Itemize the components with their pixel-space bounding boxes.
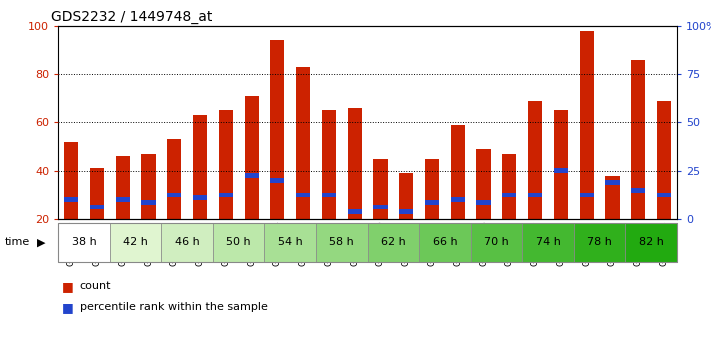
Text: 42 h: 42 h <box>123 237 148 247</box>
Text: ▶: ▶ <box>37 237 46 247</box>
Bar <box>193 115 207 219</box>
Text: 78 h: 78 h <box>587 237 612 247</box>
Text: 66 h: 66 h <box>432 237 457 247</box>
Bar <box>245 96 259 219</box>
Bar <box>657 101 671 219</box>
Bar <box>476 149 491 219</box>
Bar <box>425 200 439 205</box>
Text: 38 h: 38 h <box>72 237 97 247</box>
Bar <box>116 156 130 219</box>
Bar <box>116 197 130 202</box>
Bar <box>476 200 491 205</box>
Bar <box>141 154 156 219</box>
Bar <box>451 125 465 219</box>
Bar <box>399 209 413 214</box>
Bar <box>502 154 516 219</box>
Bar <box>64 142 78 219</box>
Bar <box>64 197 78 202</box>
Bar <box>451 197 465 202</box>
Bar <box>296 67 310 219</box>
Text: 46 h: 46 h <box>175 237 200 247</box>
Text: 54 h: 54 h <box>278 237 303 247</box>
Bar <box>316 223 368 262</box>
Bar <box>348 108 362 219</box>
Bar <box>322 110 336 219</box>
Bar <box>528 101 542 219</box>
Text: time: time <box>5 237 31 247</box>
Bar <box>245 173 259 178</box>
Text: ■: ■ <box>62 300 74 314</box>
Bar <box>425 159 439 219</box>
Bar <box>373 159 387 219</box>
Text: 70 h: 70 h <box>484 237 509 247</box>
Bar <box>626 223 677 262</box>
Text: 82 h: 82 h <box>638 237 663 247</box>
Bar <box>368 223 419 262</box>
Bar <box>631 60 646 219</box>
Bar <box>58 223 109 262</box>
Bar <box>554 168 568 173</box>
Text: 58 h: 58 h <box>329 237 354 247</box>
Text: 50 h: 50 h <box>226 237 251 247</box>
Bar <box>193 195 207 200</box>
Bar <box>296 193 310 197</box>
Bar <box>167 193 181 197</box>
Bar <box>657 193 671 197</box>
Bar <box>219 193 233 197</box>
Bar <box>213 223 264 262</box>
Bar <box>219 110 233 219</box>
Bar <box>90 168 104 219</box>
Bar <box>502 193 516 197</box>
Text: percentile rank within the sample: percentile rank within the sample <box>80 302 267 312</box>
Bar <box>90 205 104 209</box>
Bar <box>167 139 181 219</box>
Bar <box>605 176 619 219</box>
Text: 74 h: 74 h <box>535 237 560 247</box>
Bar <box>419 223 471 262</box>
Bar <box>264 223 316 262</box>
Bar <box>348 209 362 214</box>
Bar <box>109 223 161 262</box>
Bar <box>579 31 594 219</box>
Bar <box>471 223 522 262</box>
Bar <box>141 200 156 205</box>
Bar <box>161 223 213 262</box>
Text: 62 h: 62 h <box>381 237 406 247</box>
Bar <box>322 193 336 197</box>
Bar <box>522 223 574 262</box>
Text: ■: ■ <box>62 280 74 293</box>
Bar <box>554 110 568 219</box>
Text: count: count <box>80 282 111 291</box>
Bar <box>373 205 387 209</box>
Bar <box>605 180 619 185</box>
Bar <box>270 40 284 219</box>
Bar <box>631 188 646 193</box>
Text: GDS2232 / 1449748_at: GDS2232 / 1449748_at <box>51 10 213 24</box>
Bar <box>528 193 542 197</box>
Bar <box>270 178 284 183</box>
Bar <box>574 223 626 262</box>
Bar <box>579 193 594 197</box>
Bar <box>399 173 413 219</box>
